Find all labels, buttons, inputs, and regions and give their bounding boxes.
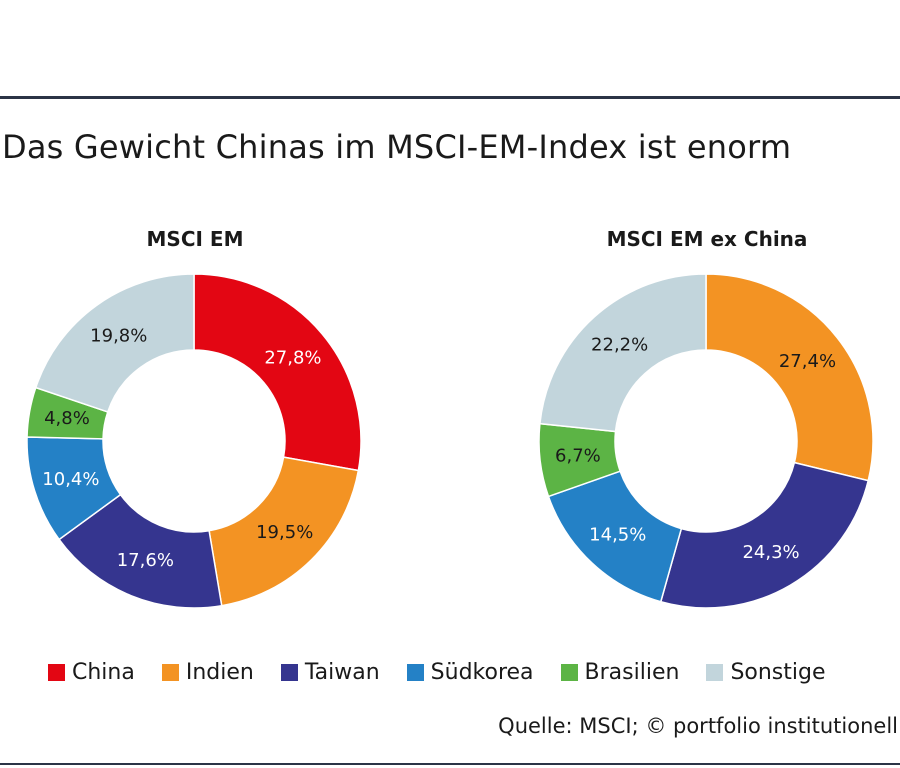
slice-label-msci-em-sonstige: 19,8% (90, 326, 147, 347)
source-note: Quelle: MSCI; © portfolio institutionell (498, 714, 898, 738)
legend: China Indien Taiwan Südkorea Brasilien S… (48, 660, 826, 685)
slice-msci-em-sonstige (34, 273, 195, 413)
donut-msci-em-ex-china: 27,4% 24,3% 14,5% 6,7% 22,2% (538, 273, 874, 609)
slice-label-msci-em-brasilien: 4,8% (44, 408, 90, 429)
slice-msci-em-ex-china-indien (705, 273, 874, 482)
chart-title-msci-em-ex-china: MSCI EM ex China (606, 227, 808, 251)
slice-msci-em-indien (208, 456, 360, 607)
legend-item-indien: Indien (161, 660, 254, 685)
chart-title-msci-em: MSCI EM (146, 227, 244, 251)
slice-msci-em-ex-china-taiwan (659, 461, 870, 609)
slice-label-msci-em-ex-china-sonstige: 22,2% (591, 335, 648, 356)
legend-item-brasilien: Brasilien (560, 660, 680, 685)
legend-item-china: China (48, 660, 135, 685)
legend-swatch-suedkorea (406, 664, 424, 681)
donut-charts: 27,8% 19,5% 17,6% 10,4% 4,8% 19,8% 27,4% 24,3%… (26, 273, 874, 609)
legend-item-suedkorea: Südkorea (406, 660, 534, 685)
legend-label-taiwan: Taiwan (304, 660, 380, 685)
legend-item-sonstige: Sonstige (706, 660, 826, 685)
bottom-divider (0, 763, 900, 765)
slice-msci-em-china (193, 273, 362, 472)
page-title: Das Gewicht Chinas im MSCI-EM-Index ist … (2, 128, 792, 166)
donut-msci-em: 27,8% 19,5% 17,6% 10,4% 4,8% 19,8% (26, 273, 362, 609)
slice-label-msci-em-china: 27,8% (264, 348, 321, 369)
legend-label-indien: Indien (185, 660, 254, 685)
slice-label-msci-em-taiwan: 17,6% (117, 550, 174, 571)
legend-swatch-taiwan (280, 664, 298, 681)
legend-swatch-indien (161, 664, 179, 681)
slice-label-msci-em-ex-china-indien: 27,4% (779, 351, 836, 372)
legend-label-sonstige: Sonstige (730, 660, 826, 685)
slice-label-msci-em-suedkorea: 10,4% (42, 469, 99, 490)
legend-label-suedkorea: Südkorea (430, 660, 534, 685)
slice-label-msci-em-indien: 19,5% (256, 522, 313, 543)
slice-label-msci-em-ex-china-suedkorea: 14,5% (589, 525, 646, 546)
slice-label-msci-em-ex-china-brasilien: 6,7% (555, 446, 601, 467)
legend-swatch-sonstige (706, 664, 724, 681)
legend-label-brasilien: Brasilien (584, 660, 680, 685)
top-divider (0, 96, 900, 99)
legend-item-taiwan: Taiwan (280, 660, 380, 685)
legend-swatch-china (48, 664, 65, 681)
slice-msci-em-taiwan (58, 493, 223, 609)
slice-label-msci-em-ex-china-taiwan: 24,3% (742, 542, 799, 563)
slice-msci-em-ex-china-sonstige (539, 273, 707, 433)
legend-swatch-brasilien (560, 664, 578, 681)
legend-label-china: China (72, 660, 135, 685)
